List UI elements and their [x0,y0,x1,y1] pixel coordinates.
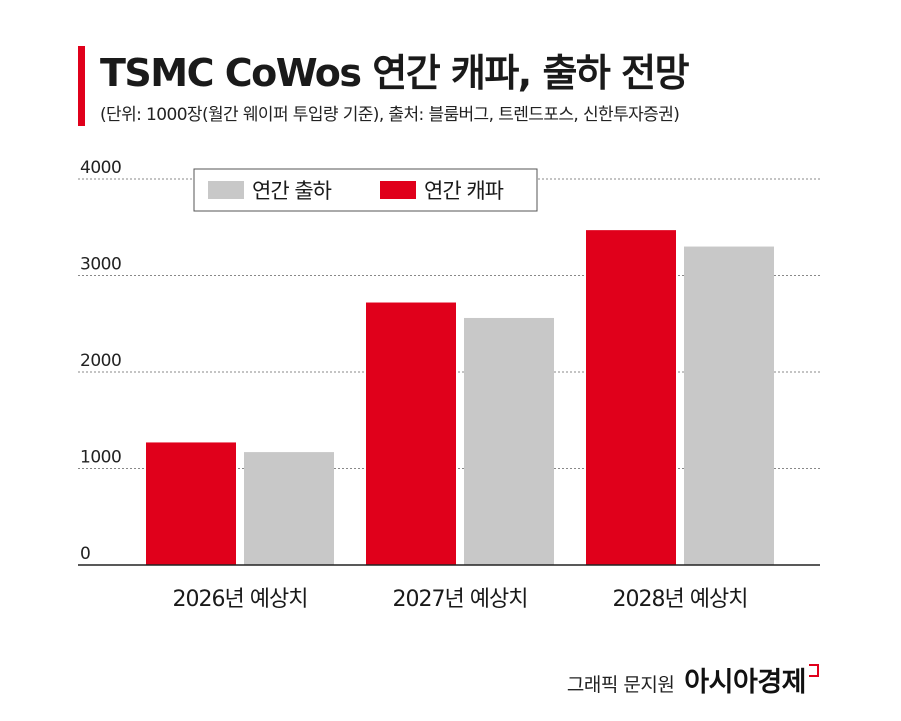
brand-logo: 아시아경제 [684,667,806,698]
bar-capacity [586,230,676,565]
bars-layer [146,230,774,566]
legend: 연간 출하 연간 캐파 [193,168,538,212]
bar-capacity [146,442,236,565]
chart-title: TSMC CoWos 연간 캐파, 출하 전망 [100,51,690,95]
bar-shipment [244,452,334,565]
y-tick-label: 4000 [80,158,121,178]
x-tick-label: 2027년 예상치 [393,587,528,612]
credit-author: 그래픽 문지원 [566,674,675,696]
legend-swatch [208,181,244,199]
title-accent-bar [78,46,85,126]
y-tick-label: 0 [80,544,90,564]
x-tick-label: 2026년 예상치 [173,587,308,612]
y-tick-label: 1000 [80,448,121,468]
legend-swatch [380,181,416,199]
y-tick-label: 3000 [80,255,121,275]
bar-shipment [684,246,774,566]
y-tick-label: 2000 [80,351,121,371]
brand-mark-icon [809,664,819,677]
axis-layer: 0 1000 2000 3000 4000 2026년 예상치 2027년 예상치 2028년… [78,158,820,612]
legend-label: 연간 출하 [252,179,332,203]
bar-capacity [366,302,456,565]
bar-shipment [464,317,554,565]
credit: 그래픽 문지원 아시아경제 [567,660,819,699]
legend-box [193,168,538,212]
x-tick-label: 2028년 예상치 [613,587,748,612]
chart-subtitle: (단위: 1000장(월간 웨이퍼 투입량 기준), 출처: 블룸버그, 트렌드… [100,105,680,125]
legend-label: 연간 캐파 [424,179,504,203]
